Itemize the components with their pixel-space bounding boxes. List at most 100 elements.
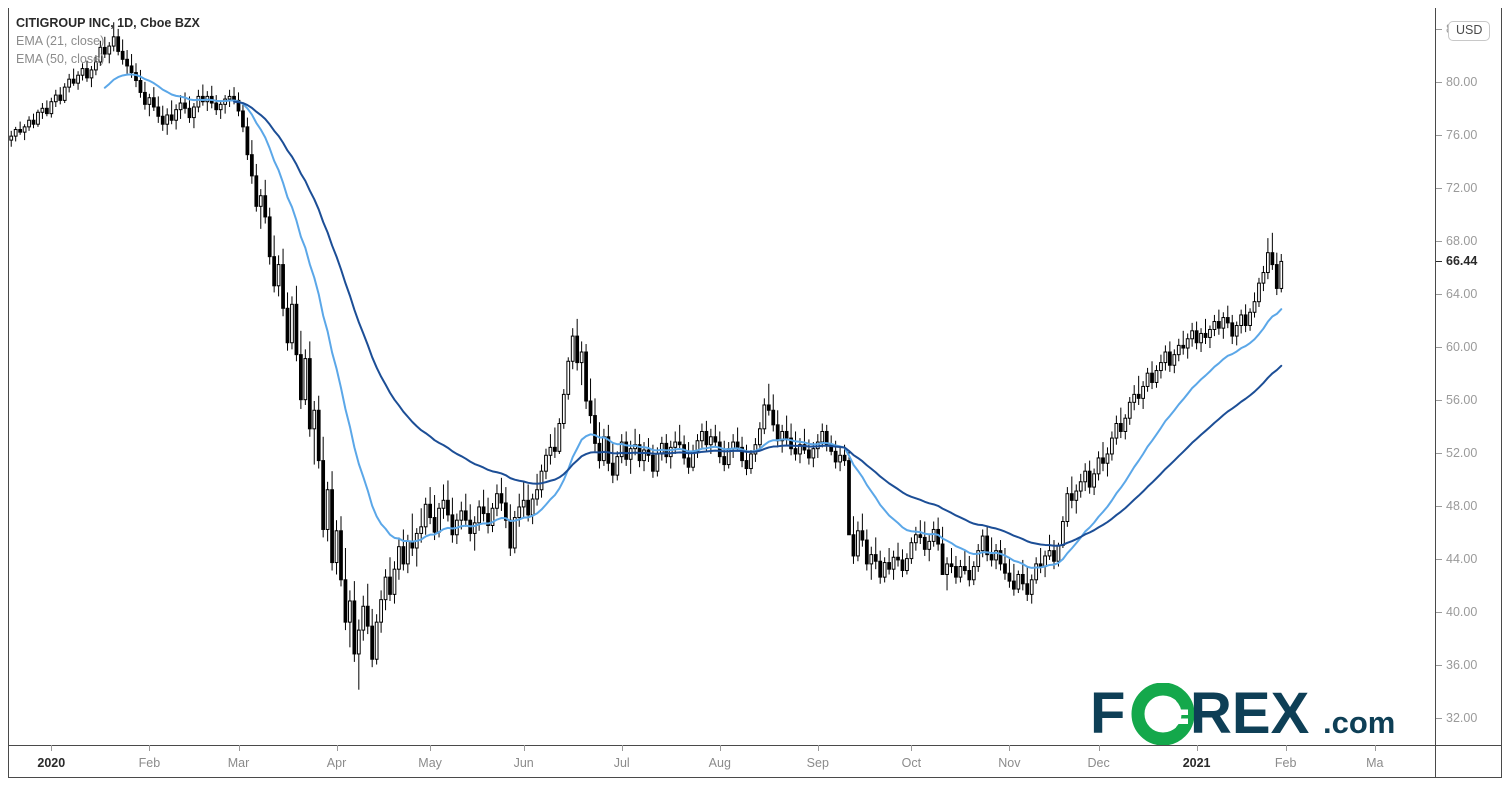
candle-body-down [138,80,143,93]
candle-body-up [1154,370,1159,383]
time-tick [1285,745,1287,751]
candle-body-down [735,441,740,448]
candle-body-up [1065,493,1070,523]
candle-body-down [263,195,268,218]
time-axis[interactable]: 2020 Feb Mar Apr May Jun Jul Aug Sep Oct Nov Dec 202… [8,745,1502,778]
candle-body-up [9,135,14,141]
time-month-label: Mar [227,756,250,770]
candle-body-up [1056,544,1061,562]
time-month-label: Dec [1087,756,1110,770]
candle-body-down [593,415,597,444]
candle-body-up [615,456,620,476]
currency-badge[interactable]: USD [1448,21,1491,41]
candle-body-up [227,95,232,100]
candle-body-down [401,546,406,565]
time-tick [523,745,525,751]
time-tick [336,745,338,751]
legend-ema50-label[interactable]: EMA (50, close) [16,52,105,66]
candlestick-svg [9,22,1284,690]
candle-body-down [789,437,793,450]
candle-body-down [31,119,36,125]
candle-body-down [432,517,437,533]
candle-body-down [486,513,490,526]
candle-body-up [1145,372,1150,387]
candle-body-up [276,264,281,287]
candle-body-down [463,510,468,521]
candle-body-down [281,264,285,309]
candle-body-up [374,621,379,660]
candle-body-down [45,107,49,115]
last-price-label[interactable]: 66.44 [1446,254,1478,269]
candle-body-up [419,526,424,534]
candle-body-up [174,109,178,121]
candle-body-up [557,423,562,452]
candle-body-down [316,409,321,462]
candle-body-up [1172,354,1177,366]
price-tick-label: 44.00 [1446,551,1478,566]
time-tick [719,745,721,751]
candle-body-up [856,530,860,557]
price-tick [1436,28,1442,30]
price-axis[interactable]: USD 84.0080.0076.0072.0068.0064.0060.005… [1436,8,1501,745]
candle-body-up [1114,423,1119,439]
candle-body-down [954,566,958,578]
candle-body-up [762,404,767,430]
price-tick-label: 68.00 [1446,233,1478,248]
candle-body-down [1003,563,1007,574]
candle-body-down [1181,344,1186,349]
price-tick-label: 72.00 [1446,180,1478,195]
legend-ema21-label[interactable]: EMA (21, close) [16,34,105,48]
candle-body-down [272,256,277,287]
candle-body-up [561,393,566,425]
candle-body-up [437,507,441,533]
candle-body-up [89,69,94,79]
candle-body-down [499,493,504,504]
candle-body-down [1020,573,1025,585]
candle-body-up [882,562,887,578]
candle-body-up [147,97,152,105]
time-axis-border-left [8,745,9,778]
candle-body-down [71,78,76,84]
price-tick-label: 32.00 [1446,710,1478,725]
candle-body-down [370,625,375,660]
candle-body-down [851,534,856,557]
candle-body-down [998,550,1003,565]
candle-body-up [218,103,223,111]
candle-body-up [1074,490,1079,501]
time-month-label: May [418,756,442,770]
candle-body-down [330,489,334,564]
candle-body-down [156,106,161,117]
time-month-label: Feb [138,756,161,770]
candle-body-down [285,307,290,344]
candle-body-down [1012,580,1016,590]
candle-body-down [807,449,811,459]
candle-body-up [708,436,713,446]
candle-body-down [1007,572,1012,582]
candle-body-down [842,454,847,462]
price-tick [1436,717,1442,719]
candle-body-down [584,351,588,402]
candle-body-down [446,499,450,516]
candle-body-down [249,154,254,177]
candle-body-up [811,448,816,459]
candle-body-down [1167,351,1172,366]
candle-body-up [1083,470,1088,483]
candle-body-up [379,599,383,623]
candle-body-up [258,195,263,207]
logo-text-rex: REX [1190,683,1310,745]
candle-body-down [704,430,709,446]
price-tick-label: 64.00 [1446,286,1478,301]
candle-body-down [241,110,245,128]
candle-body-up [392,568,397,595]
candle-body-down [294,303,299,356]
candle-body-up [40,107,45,113]
candle-body-up [49,101,54,115]
candle-body-up [1029,579,1034,595]
candle-body-down [352,600,357,655]
candle-body-up [165,114,170,125]
candle-body-up [1208,328,1212,338]
price-tick-label: 36.00 [1446,657,1478,672]
time-tick [1196,745,1198,751]
candle-body-up [1127,401,1132,419]
plot-area[interactable] [9,9,1435,744]
